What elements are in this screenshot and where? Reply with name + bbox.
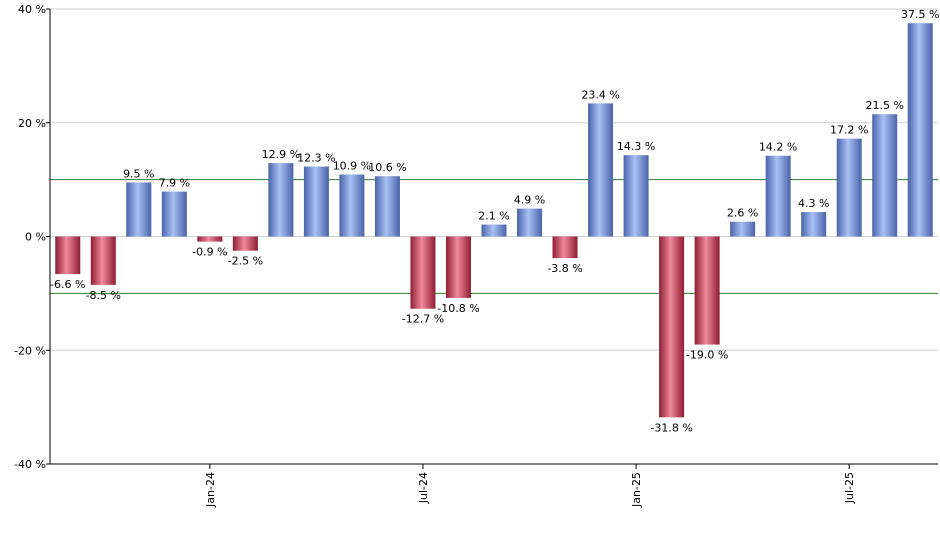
data-label: -0.9 % xyxy=(192,246,227,259)
data-label: -3.8 % xyxy=(547,262,582,275)
bar-negative xyxy=(232,236,258,251)
y-tick-label: 0 % xyxy=(25,231,46,244)
bar-positive xyxy=(481,224,507,237)
data-label: -2.5 % xyxy=(228,255,263,268)
y-tick-label: -40 % xyxy=(14,458,46,471)
bar-negative xyxy=(552,236,578,259)
bar-positive xyxy=(801,212,827,237)
data-labels: -6.6 %-8.5 % 9.5 % 7.9 % -0.9 %-2.5 % 12.9 %… xyxy=(50,8,939,434)
x-tick-label: Jan-25 xyxy=(630,472,643,508)
data-label: 14.2 % xyxy=(759,141,797,154)
data-label: -31.8 % xyxy=(650,421,692,434)
bar-positive xyxy=(872,114,898,237)
x-tick-label: Jan-24 xyxy=(204,472,217,508)
data-label: -12.7 % xyxy=(402,313,444,326)
y-tick-label: 40 % xyxy=(18,3,46,16)
bar-negative xyxy=(55,236,81,275)
data-label: 4.9 % xyxy=(514,194,545,207)
x-tick-label: Jul-24 xyxy=(417,472,430,504)
bar-positive xyxy=(907,23,933,237)
bar-positive xyxy=(303,166,329,237)
data-label: -6.6 % xyxy=(50,278,85,291)
bar-positive xyxy=(836,138,862,237)
data-label: 2.1 % xyxy=(478,210,509,223)
data-label: 2.6 % xyxy=(727,207,758,220)
data-label: 12.9 % xyxy=(262,148,300,161)
data-label: 37.5 % xyxy=(901,8,939,21)
bar-negative xyxy=(694,236,720,345)
data-label: 7.9 % xyxy=(159,177,190,190)
y-tick-label: 20 % xyxy=(18,117,46,130)
data-label: -8.5 % xyxy=(86,289,121,302)
data-label: 9.5 % xyxy=(123,167,154,180)
bar-negative xyxy=(445,236,471,298)
y-tick-label: -20 % xyxy=(14,344,46,357)
bar-negative xyxy=(410,236,436,309)
bar-positive xyxy=(339,174,365,237)
bar-negative xyxy=(90,236,116,285)
bar-positive xyxy=(517,208,543,237)
bar-positive xyxy=(374,176,400,237)
bar-positive xyxy=(126,182,152,237)
bar-positive xyxy=(161,191,187,237)
bar-positive xyxy=(765,155,791,237)
bar-negative xyxy=(659,236,685,418)
data-label: -19.0 % xyxy=(686,349,728,362)
data-label: 14.3 % xyxy=(617,140,655,153)
data-label: 21.5 % xyxy=(865,99,903,112)
bar-positive xyxy=(268,163,294,237)
data-label: 4.3 % xyxy=(798,197,829,210)
data-label: 23.4 % xyxy=(581,88,619,101)
data-label: 10.9 % xyxy=(333,160,371,173)
bar-positive xyxy=(623,155,649,237)
bars xyxy=(55,23,933,418)
data-label: 10.6 % xyxy=(368,161,406,174)
data-label: 17.2 % xyxy=(830,124,868,137)
bar-positive xyxy=(588,103,614,237)
data-label: 12.3 % xyxy=(297,152,335,165)
axes: 40 % 20 % 0 % -20 % -40 % Jan-24 Jul-24 Jan-25 J… xyxy=(14,3,938,508)
data-label: -10.8 % xyxy=(437,302,479,315)
bar-positive xyxy=(730,221,756,237)
bar-negative xyxy=(197,236,223,242)
x-tick-label: Jul-25 xyxy=(843,472,856,504)
